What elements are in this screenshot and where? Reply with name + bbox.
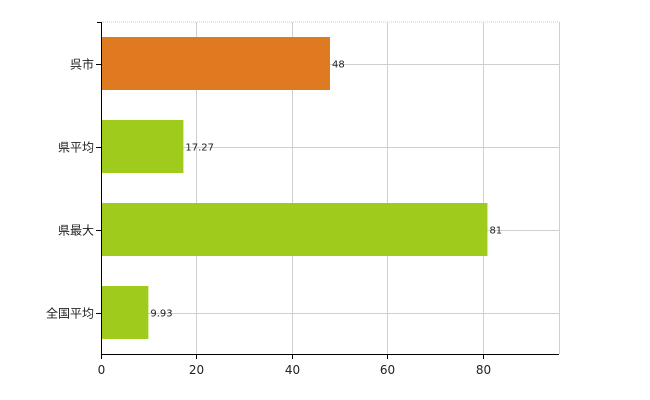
bar-0 <box>101 37 330 90</box>
data-label-2: 81 <box>489 226 502 237</box>
bar-1 <box>101 120 184 173</box>
bar-2 <box>101 203 488 256</box>
category-label-1: 県平均 <box>58 141 94 155</box>
bar-3 <box>101 286 149 339</box>
category-label-2: 県最大 <box>58 224 94 238</box>
x-tick-label-3: 60 <box>380 363 395 377</box>
data-label-3: 9.93 <box>150 309 172 320</box>
x-tick-label-0: 0 <box>98 363 106 377</box>
axis-layer <box>96 22 559 359</box>
bar-layer <box>101 37 488 339</box>
category-label-0: 呉市 <box>70 57 94 72</box>
data-label-0: 48 <box>332 60 345 71</box>
category-label-3: 全国平均 <box>46 306 94 321</box>
x-tick-label-4: 80 <box>476 363 491 377</box>
data-label-1: 17.27 <box>185 143 214 154</box>
x-tick-label-2: 40 <box>285 363 300 377</box>
x-tick-label-1: 20 <box>189 363 204 377</box>
